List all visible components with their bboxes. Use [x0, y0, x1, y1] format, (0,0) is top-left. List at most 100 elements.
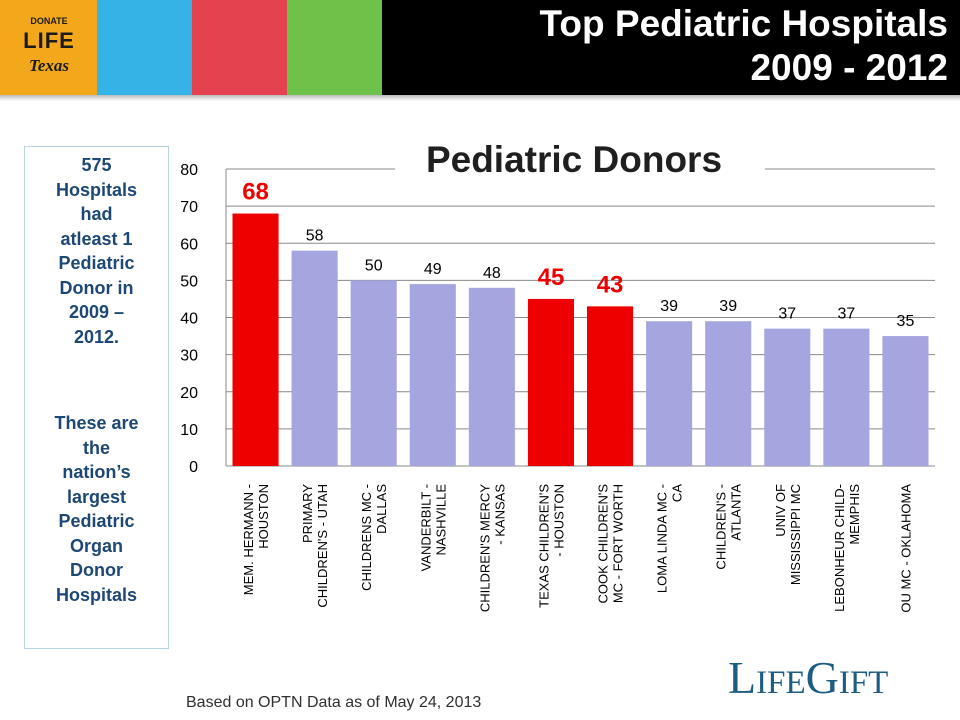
category-label-5-line-1: - HOUSTON	[551, 484, 566, 557]
y-tick-label-20: 20	[180, 385, 198, 402]
category-label-6-line-0: COOK CHILDREN'S	[596, 484, 611, 604]
sidebar-top-line-6: 2009 –	[68, 302, 125, 322]
category-label-4-line-1: - KANSAS	[492, 484, 507, 545]
sidebar-top-line-1: Hospitals	[55, 179, 138, 200]
sidebar-bottom-line-0: These are	[54, 413, 139, 433]
data-label-7: 39	[660, 298, 678, 315]
bar-8	[705, 321, 752, 466]
sidebar-top-line-3: atleast 1	[60, 228, 133, 249]
category-label-6-line-1: MC - FORT WORTH	[611, 484, 626, 603]
bar-10	[823, 328, 870, 466]
category-label-10-line-0: LEBONHEUR CHILD-	[832, 484, 847, 612]
sidebar-text-bottom: These are the nation’s largest Pediatric Orga…	[25, 411, 168, 607]
category-label-4: CHILDREN'S MERCY - KANSAS	[477, 484, 507, 612]
y-tick-label-30: 30	[180, 348, 198, 365]
donate-life-texas-logo: DONATE LIFE Texas	[16, 10, 82, 86]
lifegift-logo-ife: IFE	[756, 665, 806, 701]
source-note: Based on OPTN Data as of May 24, 2013	[186, 694, 482, 711]
header-red-stripe	[192, 0, 287, 95]
sidebar-bottom-line-1: the	[83, 437, 110, 458]
y-tick-label-50: 50	[180, 273, 198, 290]
bar-7	[646, 321, 693, 466]
header-blue-stripe	[97, 0, 192, 95]
y-tick-label-80: 80	[180, 162, 198, 179]
y-tick-label-0: 0	[189, 459, 198, 476]
y-tick-label-40: 40	[180, 311, 198, 328]
category-label-6: COOK CHILDREN'S MC - FORT WORTH	[596, 484, 626, 604]
sidebar-bottom-line-4: Pediatric	[58, 511, 135, 531]
sidebar-bottom-line-3: largest	[66, 486, 127, 507]
sidebar-bottom-line-2: nation’s	[62, 462, 131, 482]
lifegift-logo: LIFEGIFT	[728, 651, 888, 703]
header-logo-stripe	[0, 0, 97, 95]
data-label-3: 49	[424, 261, 442, 278]
logo-texas-text: Texas	[29, 56, 69, 75]
category-label-7-line-0: LOMA LINDA MC -	[655, 484, 670, 593]
category-label-8-line-1: ATLANTA	[729, 484, 744, 541]
category-label-9-line-1: MISSISSIPPI MC	[788, 484, 803, 585]
chart-title: Pediatric Donors	[426, 139, 722, 180]
category-label-1-line-0: PRIMARY	[300, 484, 315, 543]
data-label-4: 48	[483, 265, 501, 282]
category-label-4-line-0: CHILDREN'S MERCY	[477, 484, 492, 612]
data-label-9: 37	[778, 306, 796, 323]
data-label-6: 43	[597, 271, 624, 298]
bar-2	[350, 280, 397, 466]
header-green-stripe	[287, 0, 382, 95]
category-label-0: MEM. HERMANN - HOUSTON	[241, 484, 271, 595]
category-label-10: LEBONHEUR CHILD- MEMPHIS	[832, 484, 862, 612]
category-label-10-line-1: MEMPHIS	[847, 484, 862, 545]
sidebar-top-line-2: had	[80, 204, 113, 224]
category-label-1: PRIMARY CHILDREN'S - UTAH	[300, 484, 330, 608]
data-label-10: 37	[837, 306, 855, 323]
header-shadow	[0, 95, 960, 101]
sidebar-top-line-4: Pediatric	[58, 253, 135, 273]
lifegift-logo-g: G	[805, 652, 839, 703]
sidebar-text-top: 575 Hospitals had atleast 1 Pediatric Donor i…	[25, 153, 168, 349]
chart-title-background	[395, 134, 765, 180]
data-label-11: 35	[897, 313, 915, 330]
category-label-5: TEXAS CHILDREN'S - HOUSTON	[536, 484, 566, 608]
sidebar-bottom-line-5: Organ	[69, 535, 123, 556]
bar-0	[232, 213, 279, 466]
bar-3	[409, 284, 456, 466]
bar-11	[882, 336, 929, 466]
bar-5	[527, 298, 575, 466]
category-label-9: UNIV OF MISSISSIPPI MC	[773, 484, 803, 585]
category-label-8-line-0: CHILDREN'S -	[714, 484, 729, 570]
bar-6	[586, 306, 634, 466]
data-label-2: 50	[365, 257, 383, 274]
category-label-2-line-1: DALLAS	[374, 484, 389, 534]
lifegift-logo-ift: IFT	[838, 665, 889, 701]
category-label-2-line-0: CHILDRENS MC -	[359, 484, 374, 591]
sidebar-top-line-5: Donor in	[59, 277, 134, 298]
category-label-3-line-1: NASHVILLE	[433, 484, 448, 556]
y-tick-label-60: 60	[180, 236, 198, 253]
category-label-11: OU MC - OKLAHOMA	[898, 484, 913, 613]
logo-life-text: LIFE	[23, 28, 75, 53]
category-label-8: CHILDREN'S - ATLANTA	[714, 484, 744, 570]
page-title-line2: 2009 - 2012	[750, 47, 948, 88]
category-label-3: VANDERBILT - NASHVILLE	[418, 484, 448, 572]
category-label-3-line-0: VANDERBILT -	[418, 484, 433, 571]
y-tick-label-70: 70	[180, 199, 198, 216]
sidebar-top-line-0: 575	[81, 155, 112, 175]
sidebar-bottom-line-6: Donor	[70, 560, 123, 580]
header-title-bar	[382, 0, 960, 95]
category-label-2: CHILDRENS MC - DALLAS	[359, 484, 389, 591]
bar-4	[468, 287, 515, 466]
bar-9	[764, 328, 811, 466]
category-label-0-line-1: HOUSTON	[256, 484, 271, 549]
category-label-9-line-0: UNIV OF	[773, 484, 788, 537]
sidebar-bottom-line-7: Hospitals	[55, 584, 138, 605]
category-label-1-line-1: CHILDREN'S - UTAH	[315, 484, 330, 608]
page-title-line1: Top Pediatric Hospitals	[539, 3, 948, 44]
logo-donate-text: DONATE	[30, 16, 68, 26]
sidebar-callout: 575 Hospitals had atleast 1 Pediatric Donor i…	[24, 146, 169, 649]
category-label-5-line-0: TEXAS CHILDREN'S	[536, 484, 551, 608]
y-tick-label-10: 10	[180, 422, 198, 439]
data-label-5: 45	[538, 264, 565, 291]
category-label-7-line-1: CA	[670, 484, 685, 502]
data-label-8: 39	[719, 298, 737, 315]
